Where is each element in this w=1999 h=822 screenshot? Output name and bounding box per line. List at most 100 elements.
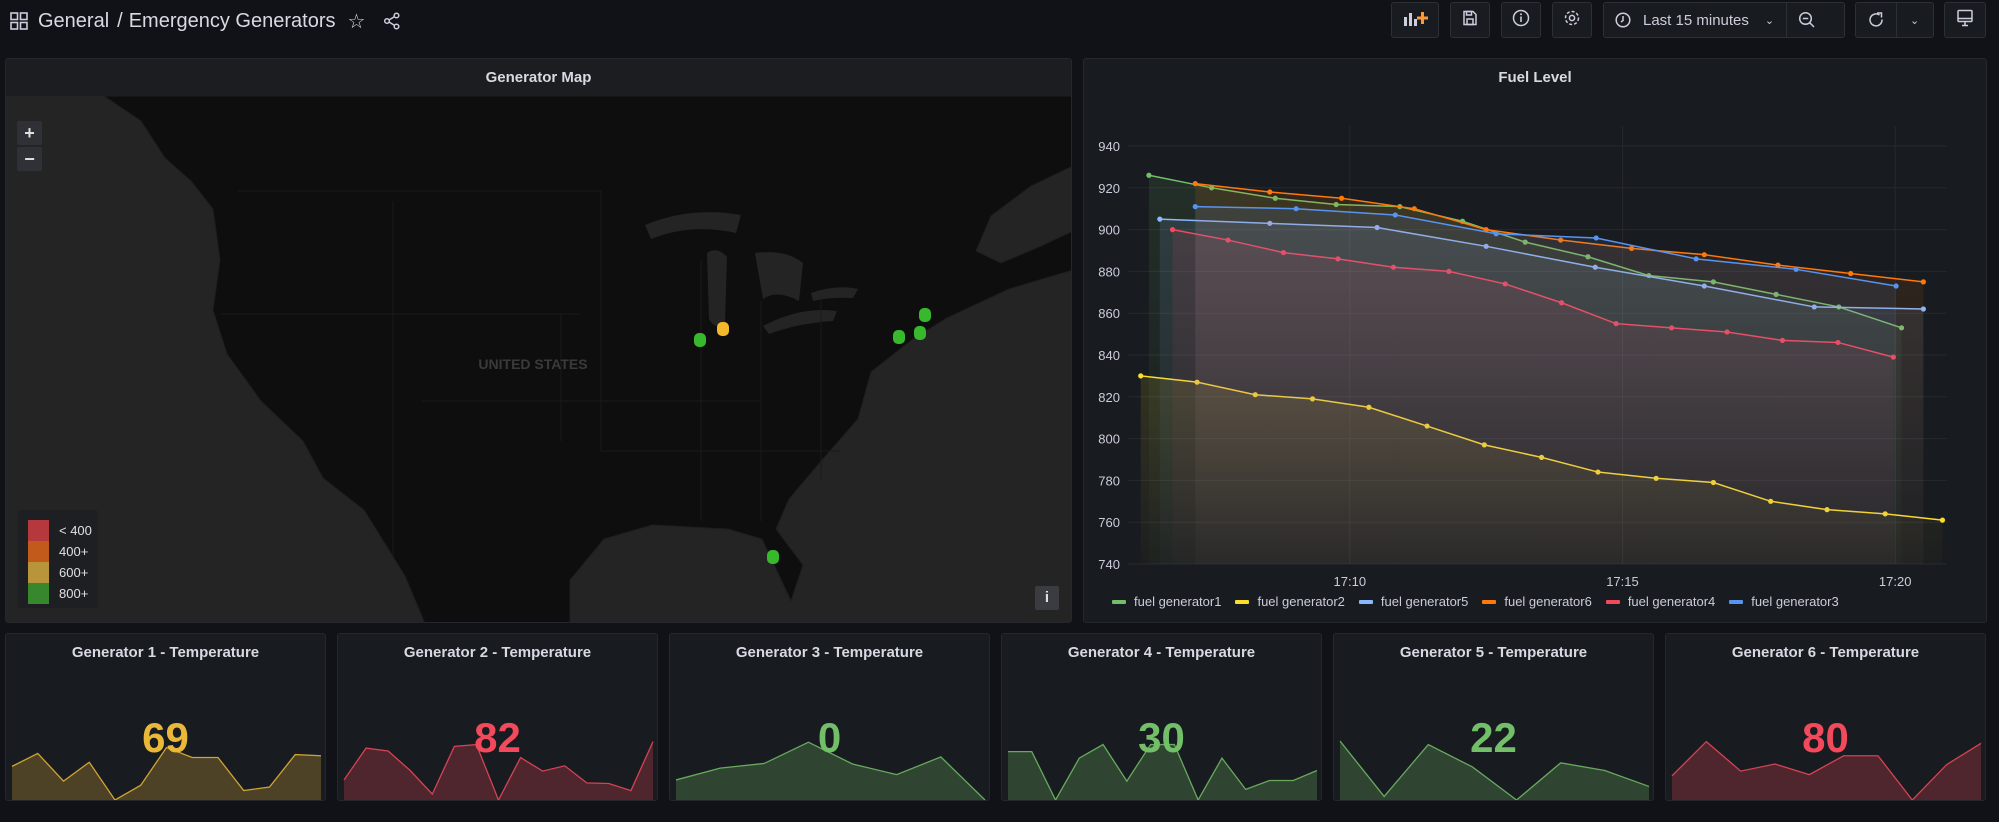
legend-item[interactable]: fuel generator3 bbox=[1729, 594, 1839, 609]
stat-value: 69 bbox=[142, 714, 189, 761]
generator-marker[interactable] bbox=[919, 308, 931, 322]
series-fuel-generator3 bbox=[1192, 204, 1899, 565]
map-zoom-in-button[interactable]: + bbox=[17, 121, 42, 145]
data-point[interactable] bbox=[1192, 181, 1198, 187]
y-tick-label: 800 bbox=[1098, 432, 1120, 447]
generator-marker[interactable] bbox=[893, 330, 905, 344]
dashboard-info-button[interactable] bbox=[1501, 2, 1541, 38]
legend-label: fuel generator1 bbox=[1134, 594, 1222, 609]
data-point[interactable] bbox=[1169, 227, 1176, 233]
map-zoom-out-button[interactable]: − bbox=[17, 147, 42, 171]
legend-item[interactable]: fuel generator6 bbox=[1482, 594, 1592, 609]
tv-mode-button[interactable] bbox=[1944, 2, 1986, 38]
country-label: UNITED STATES bbox=[478, 356, 587, 372]
legend-item: 400+ bbox=[28, 541, 88, 562]
generator-5-temperature-panel: Generator 5 - Temperature 22 bbox=[1333, 633, 1654, 801]
gear-icon bbox=[1563, 9, 1581, 32]
sparkline bbox=[11, 746, 322, 800]
data-point[interactable] bbox=[1411, 206, 1417, 212]
fuel-level-chart[interactable]: 740 760 780 800 820 840 860 880 900 920 940 17:10 17… bbox=[1084, 59, 1987, 623]
info-icon bbox=[1512, 9, 1530, 32]
map-canvas[interactable]: UNITED STATES bbox=[6, 96, 1072, 623]
stat-value: 82 bbox=[474, 714, 521, 761]
time-range-label[interactable]: Last 15 minutes bbox=[1643, 11, 1749, 29]
sparkline-line bbox=[1008, 743, 1318, 800]
data-point[interactable] bbox=[1493, 231, 1499, 237]
generator-4-temperature-panel: Generator 4 - Temperature 30 bbox=[1001, 633, 1322, 801]
series-line[interactable] bbox=[1195, 205, 1897, 287]
sparkline bbox=[1671, 740, 1982, 800]
refresh-picker[interactable]: ⌄ bbox=[1855, 2, 1934, 38]
data-point[interactable] bbox=[1483, 227, 1489, 233]
legend-swatch bbox=[1358, 599, 1373, 604]
dashboard-settings-button[interactable] bbox=[1552, 2, 1592, 38]
map-attribution-info-button[interactable]: i bbox=[1035, 586, 1059, 610]
star-icon[interactable]: ☆ bbox=[347, 10, 366, 33]
y-tick-label: 940 bbox=[1098, 139, 1120, 154]
legend-swatch bbox=[1112, 599, 1126, 604]
dashboard-title[interactable]: Emergency Generators bbox=[128, 9, 336, 32]
generator-marker[interactable] bbox=[767, 550, 779, 564]
chevron-down-icon[interactable]: ⌄ bbox=[1764, 14, 1775, 27]
data-point[interactable] bbox=[1192, 204, 1198, 210]
dashboard-header: General / Emergency Generators ☆ Last 15… bbox=[0, 0, 1999, 42]
legend-item[interactable]: fuel generator2 bbox=[1235, 594, 1345, 609]
data-point[interactable] bbox=[1593, 235, 1599, 241]
data-point[interactable] bbox=[1893, 283, 1899, 289]
divider bbox=[1896, 3, 1897, 37]
y-tick-label: 820 bbox=[1098, 390, 1120, 405]
data-point[interactable] bbox=[1267, 189, 1273, 195]
legend-swatch bbox=[28, 583, 49, 604]
legend-label: fuel generator4 bbox=[1627, 594, 1716, 609]
data-point[interactable] bbox=[1775, 262, 1781, 268]
map-view[interactable]: UNITED STATES + − < 400 400+ 600+ 800+ i bbox=[6, 96, 1071, 622]
data-point[interactable] bbox=[1146, 172, 1152, 178]
data-point[interactable] bbox=[1793, 266, 1799, 272]
breadcrumb-folder[interactable]: General bbox=[38, 9, 110, 32]
save-icon bbox=[1462, 10, 1478, 31]
legend-swatch bbox=[28, 562, 49, 583]
legend-swatch bbox=[1235, 599, 1250, 604]
stat-value: 22 bbox=[1470, 714, 1517, 761]
divider bbox=[1786, 3, 1788, 37]
data-point[interactable] bbox=[1939, 517, 1946, 523]
data-point[interactable] bbox=[1693, 256, 1699, 262]
series-area bbox=[1195, 206, 1897, 565]
legend-item: < 400 bbox=[28, 520, 92, 541]
data-point[interactable] bbox=[1293, 206, 1299, 212]
generator-marker[interactable] bbox=[914, 326, 926, 340]
data-point[interactable] bbox=[1701, 252, 1707, 258]
sparkline-area bbox=[1672, 741, 1981, 800]
legend-item[interactable]: fuel generator4 bbox=[1605, 594, 1716, 609]
time-picker[interactable]: Last 15 minutes ⌄ bbox=[1603, 2, 1845, 38]
sparkline bbox=[1008, 743, 1318, 800]
tv-mode-icon bbox=[1956, 9, 1974, 32]
refresh-icon[interactable] bbox=[1867, 11, 1885, 29]
legend-item[interactable]: fuel generator1 bbox=[1112, 594, 1221, 609]
generator-marker[interactable] bbox=[717, 322, 729, 336]
legend-item: 800+ bbox=[28, 583, 88, 604]
legend-item[interactable]: fuel generator5 bbox=[1358, 594, 1468, 609]
save-dashboard-button[interactable] bbox=[1450, 2, 1490, 38]
data-point[interactable] bbox=[1138, 373, 1144, 379]
stat-value: 0 bbox=[817, 714, 842, 761]
dashboard-grid-icon[interactable] bbox=[10, 12, 28, 30]
share-icon[interactable] bbox=[383, 12, 401, 30]
sparkline-line bbox=[675, 741, 986, 800]
stat-value: 30 bbox=[1138, 714, 1185, 761]
sparkline-line bbox=[1671, 740, 1982, 800]
y-tick-label: 740 bbox=[1098, 557, 1120, 572]
data-point[interactable] bbox=[1157, 216, 1163, 222]
data-point[interactable] bbox=[1848, 270, 1854, 277]
add-panel-button[interactable] bbox=[1391, 2, 1439, 38]
chart-legend: fuel generator1 fuel generator2 fuel gener… bbox=[1112, 594, 1839, 609]
data-point[interactable] bbox=[1920, 279, 1926, 285]
x-tick-label: 17:20 bbox=[1879, 574, 1912, 589]
zoom-out-icon[interactable] bbox=[1798, 11, 1816, 29]
panel-title: Generator Map bbox=[6, 59, 1071, 97]
refresh-interval-chevron-icon[interactable]: ⌄ bbox=[1910, 14, 1920, 27]
data-point[interactable] bbox=[1392, 212, 1398, 218]
data-point[interactable] bbox=[1339, 195, 1345, 201]
y-tick-label: 760 bbox=[1098, 515, 1120, 530]
generator-marker[interactable] bbox=[694, 333, 706, 347]
